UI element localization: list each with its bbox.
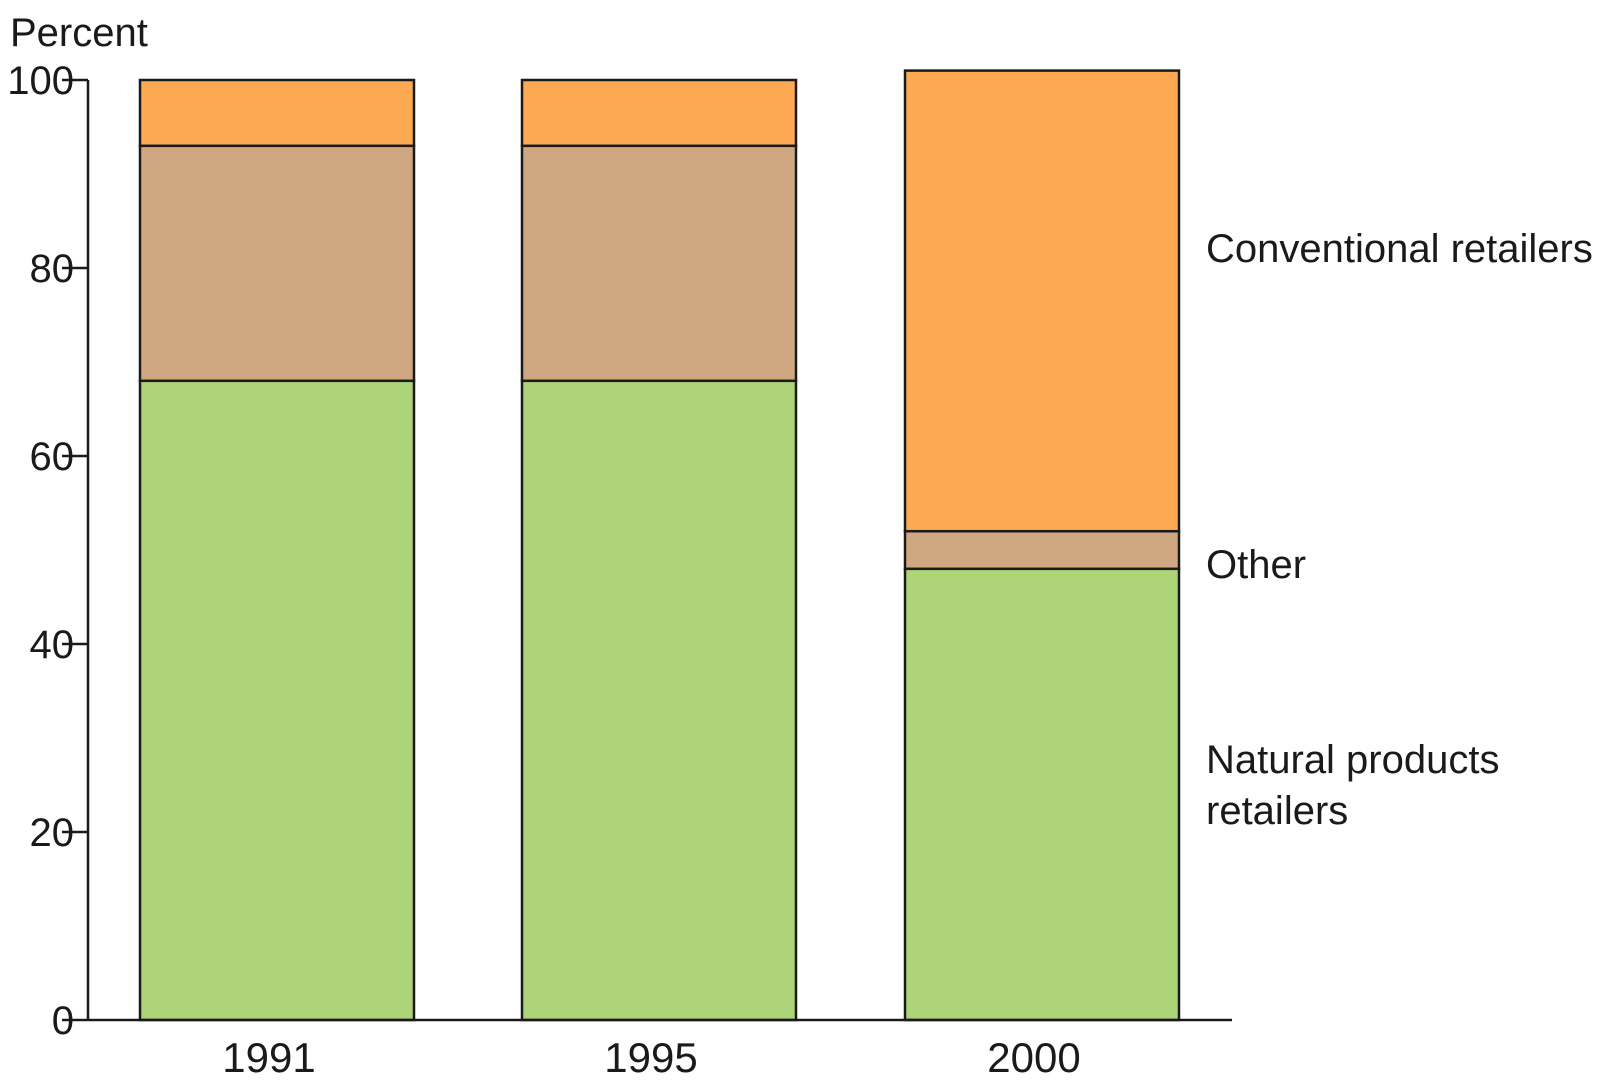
y-tick-label: 60: [30, 435, 75, 479]
ticks-layer: 0 20 40 60 80 100: [7, 59, 88, 1043]
legend-label-natural-products-line2: retailers: [1206, 789, 1348, 833]
x-category-label: 2000: [987, 1034, 1080, 1079]
bar-segment-1991-other: [138, 144, 416, 383]
bar-segment-2000-conventional-retailers: [903, 69, 1181, 533]
axes-layer: [86, 80, 1232, 1022]
bar-segment-1991-conventional-retailers: [138, 78, 416, 148]
bars-layer: [138, 69, 1181, 1022]
x-category-label: 1991: [222, 1034, 315, 1079]
bar-segment-1995-conventional-retailers: [520, 78, 798, 148]
bar-segment-1995-other: [520, 144, 798, 383]
legend-label-conventional-retailers: Conventional retailers: [1206, 227, 1593, 271]
legend: Conventional retailers Other Natural pro…: [1206, 227, 1593, 833]
bar-segment-1991-natural-products-retailers: [138, 379, 416, 1022]
legend-label-natural-products-line1: Natural products: [1206, 738, 1499, 782]
y-tick-label: 100: [7, 59, 74, 103]
bar-segment-2000-natural-products-retailers: [903, 567, 1181, 1022]
y-tick-label: 20: [30, 811, 75, 855]
y-tick-label: 80: [30, 247, 75, 291]
y-tick-label: 0: [52, 999, 74, 1043]
y-axis-title: Percent: [10, 11, 148, 55]
bar-segment-2000-other: [903, 529, 1181, 571]
legend-label-other: Other: [1206, 543, 1306, 587]
x-category-label: 1995: [604, 1034, 697, 1079]
y-tick-label: 40: [30, 623, 75, 667]
bar-segment-1995-natural-products-retailers: [520, 379, 798, 1022]
category-labels: 1991 1995 2000: [222, 1034, 1080, 1081]
